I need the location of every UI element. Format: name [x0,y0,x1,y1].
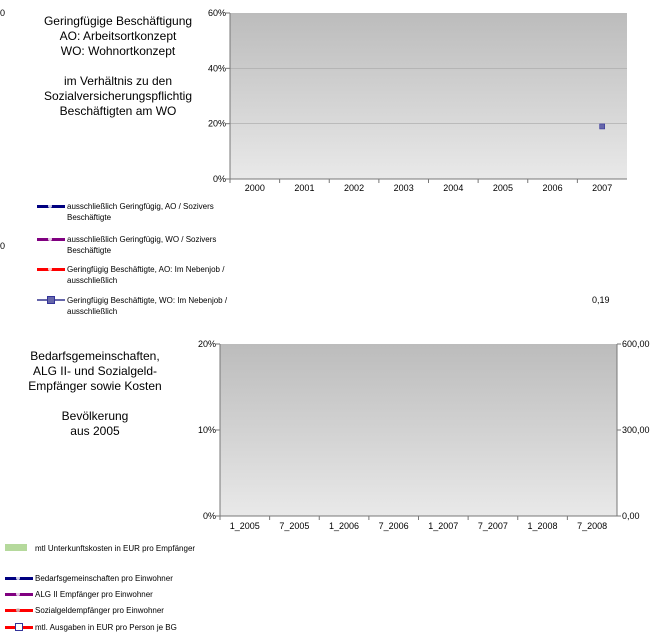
legend-line-red-icon [37,264,65,274]
chart1-plot: 0% 20% 40% 60% 2000 2001 2002 2003 2004 2005 2006 2… [208,8,627,193]
chart2-ytick-label: 20% [198,339,216,349]
chart2-xtick-label: 7_2007 [478,521,508,531]
chart1-xtick-label: 2001 [294,183,314,193]
chart2-legend-item: Sozialgeldempfänger pro Einwohner [5,605,205,616]
chart1-title: Geringfügige Beschäftigung AO: Arbeitsor… [18,14,218,119]
chart2-xtick-label: 7_2005 [279,521,309,531]
chart1-legend-label: ausschließlich Geringfügig, AO / Soziver… [67,202,214,222]
chart2-title-line: Bevölkerung [61,409,129,423]
chart2-xtick-label: 1_2007 [428,521,458,531]
chart1-legend-label: ausschließlich Geringfügig, WO / Soziver… [67,235,217,255]
chart2-legend-label: ALG II Empfänger pro Einwohner [35,590,153,599]
chart1-xtick-label: 2007 [592,183,612,193]
chart2-y2tick-label: 600,00 [622,339,650,349]
chart1-data-point [599,123,605,130]
chart1-ytick-label: 0% [213,174,226,184]
chart1-title-line: WO: Wohnortkonzept [60,44,176,58]
chart2-y2tick-label: 300,00 [622,425,650,435]
chart1-xtick-label: 2003 [394,183,414,193]
chart2-xtick-label: 1_2005 [230,521,260,531]
chart1-xtick-label: 2000 [245,183,265,193]
chart1-title-line: Geringfügige Beschäftigung [43,14,193,28]
chart1-plot-area [230,13,627,179]
chart2-legend-label: Sozialgeldempfänger pro Einwohner [35,606,164,615]
chart2-title-line: Empfänger sowie Kosten [28,379,162,393]
legend-line-navy-icon [5,573,33,583]
chart1-legend-item: Geringfügig Beschäftigte, WO: Im Nebenjo… [37,295,237,317]
chart2-y2tick-label: 0,00 [622,511,640,521]
chart2-xtick-label: 7_2006 [379,521,409,531]
edge-label-top: 0 [0,8,6,18]
legend-line-purple-icon [37,234,65,244]
chart2-plot-area [220,344,617,516]
legend-line-red-square-icon [5,622,33,632]
chart2-ytick-label: 0% [203,511,216,521]
chart2-xtick-label: 1_2008 [528,521,558,531]
chart2-legend-label: mtl Unterkunftskosten in EUR pro Empfäng… [35,544,196,553]
edge-label-mid: 0 [0,241,6,251]
chart2-xtick-label: 1_2006 [329,521,359,531]
chart1-title-line: AO: Arbeitsortkonzept [59,29,177,43]
chart1-ytick-label: 60% [208,8,226,18]
chart1-legend-label: Geringfügig Beschäftigte, AO: Im Nebenjo… [67,265,225,285]
chart1-legend-item: ausschließlich Geringfügig, AO / Soziver… [37,201,237,223]
chart1-title-line: im Verhältnis zu den [63,74,173,88]
chart1-ytick-label: 40% [208,63,226,73]
legend-line-red-icon [5,605,33,615]
chart1-xtick-label: 2005 [493,183,513,193]
chart1-ytick-label: 20% [208,119,226,129]
legend-fill-green-icon [5,543,33,553]
chart1-legend-item: Geringfügig Beschäftigte, AO: Im Nebenjo… [37,264,237,286]
chart2-legend-item: ALG II Empfänger pro Einwohner [5,589,205,600]
chart2-legend-item: Bedarfsgemeinschaften pro Einwohner [5,573,205,584]
value-label: 0,19 [592,295,610,305]
chart1-xtick-label: 2002 [344,183,364,193]
chart2-title-line: ALG II- und Sozialgeld- [32,364,158,378]
chart2-legend-item: mtl. Ausgaben in EUR pro Person je BG [5,622,205,633]
chart1-title-line: Beschäftigten am WO [59,104,177,118]
legend-line-navy-icon [37,201,65,211]
legend-line-square-icon [37,295,65,305]
chart2-title-line: Bedarfsgemeinschaften, [30,349,160,363]
legend-line-purple-icon [5,589,33,599]
chart2-title: Bedarfsgemeinschaften, ALG II- und Sozia… [0,349,190,439]
chart2-xtick-label: 7_2008 [577,521,607,531]
chart2-legend-item: mtl Unterkunftskosten in EUR pro Empfäng… [5,543,205,554]
chart1-xtick-label: 2004 [443,183,463,193]
chart2-plot: 0% 10% 20% 0,00 300,00 600,00 1_2005 7_2005 1_20… [198,339,650,531]
chart1-title-line: Sozialversicherungspflichtig [43,89,193,103]
chart1-legend-label: Geringfügig Beschäftigte, WO: Im Nebenjo… [67,296,228,316]
chart2-legend-label: mtl. Ausgaben in EUR pro Person je BG [35,623,177,632]
chart2-title-line: aus 2005 [70,424,120,438]
chart1-xtick-label: 2006 [543,183,563,193]
chart2-ytick-label: 10% [198,425,216,435]
chart1-legend-item: ausschließlich Geringfügig, WO / Soziver… [37,234,237,256]
chart2-legend-label: Bedarfsgemeinschaften pro Einwohner [35,574,173,583]
